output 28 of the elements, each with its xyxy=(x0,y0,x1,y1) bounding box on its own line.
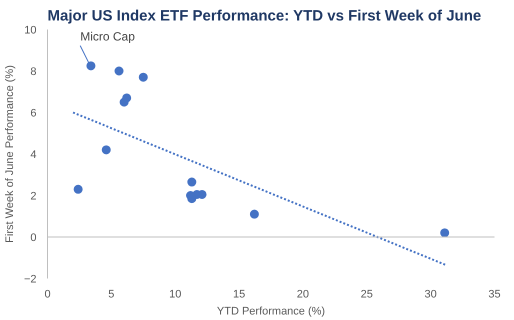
chart-title: Major US Index ETF Performance: YTD vs First Week of June xyxy=(48,8,482,24)
point xyxy=(187,178,196,187)
y-tick-label: −2 xyxy=(24,274,37,286)
point xyxy=(122,93,132,102)
x-tick-label: 30 xyxy=(424,288,437,300)
x-tick-label: 35 xyxy=(488,288,501,300)
y-tick-label: 2 xyxy=(30,190,37,202)
y-tick-label: 10 xyxy=(24,24,37,36)
x-tick-label: 0 xyxy=(44,288,51,300)
x-tick-label: 25 xyxy=(360,288,373,300)
point xyxy=(138,72,148,82)
x-tick-label: 15 xyxy=(232,288,246,300)
y-axis-title: First Week of June Performance (%) xyxy=(4,65,16,243)
point xyxy=(250,210,259,219)
point xyxy=(86,61,96,70)
x-tick-label: 20 xyxy=(296,288,310,300)
point xyxy=(102,145,111,154)
y-tick-label: 8 xyxy=(30,66,37,78)
point xyxy=(440,228,450,238)
y-tick-label: 0 xyxy=(30,232,37,244)
y-tick-label: 4 xyxy=(30,149,37,161)
y-tick-label: 6 xyxy=(30,108,37,120)
point xyxy=(74,184,83,194)
x-tick-label: 5 xyxy=(108,288,114,300)
x-tick-label: 10 xyxy=(169,288,182,300)
x-axis-title: YTD Performance (%) xyxy=(216,306,326,318)
annotation: Micro Cap xyxy=(80,30,136,44)
point xyxy=(114,66,124,76)
